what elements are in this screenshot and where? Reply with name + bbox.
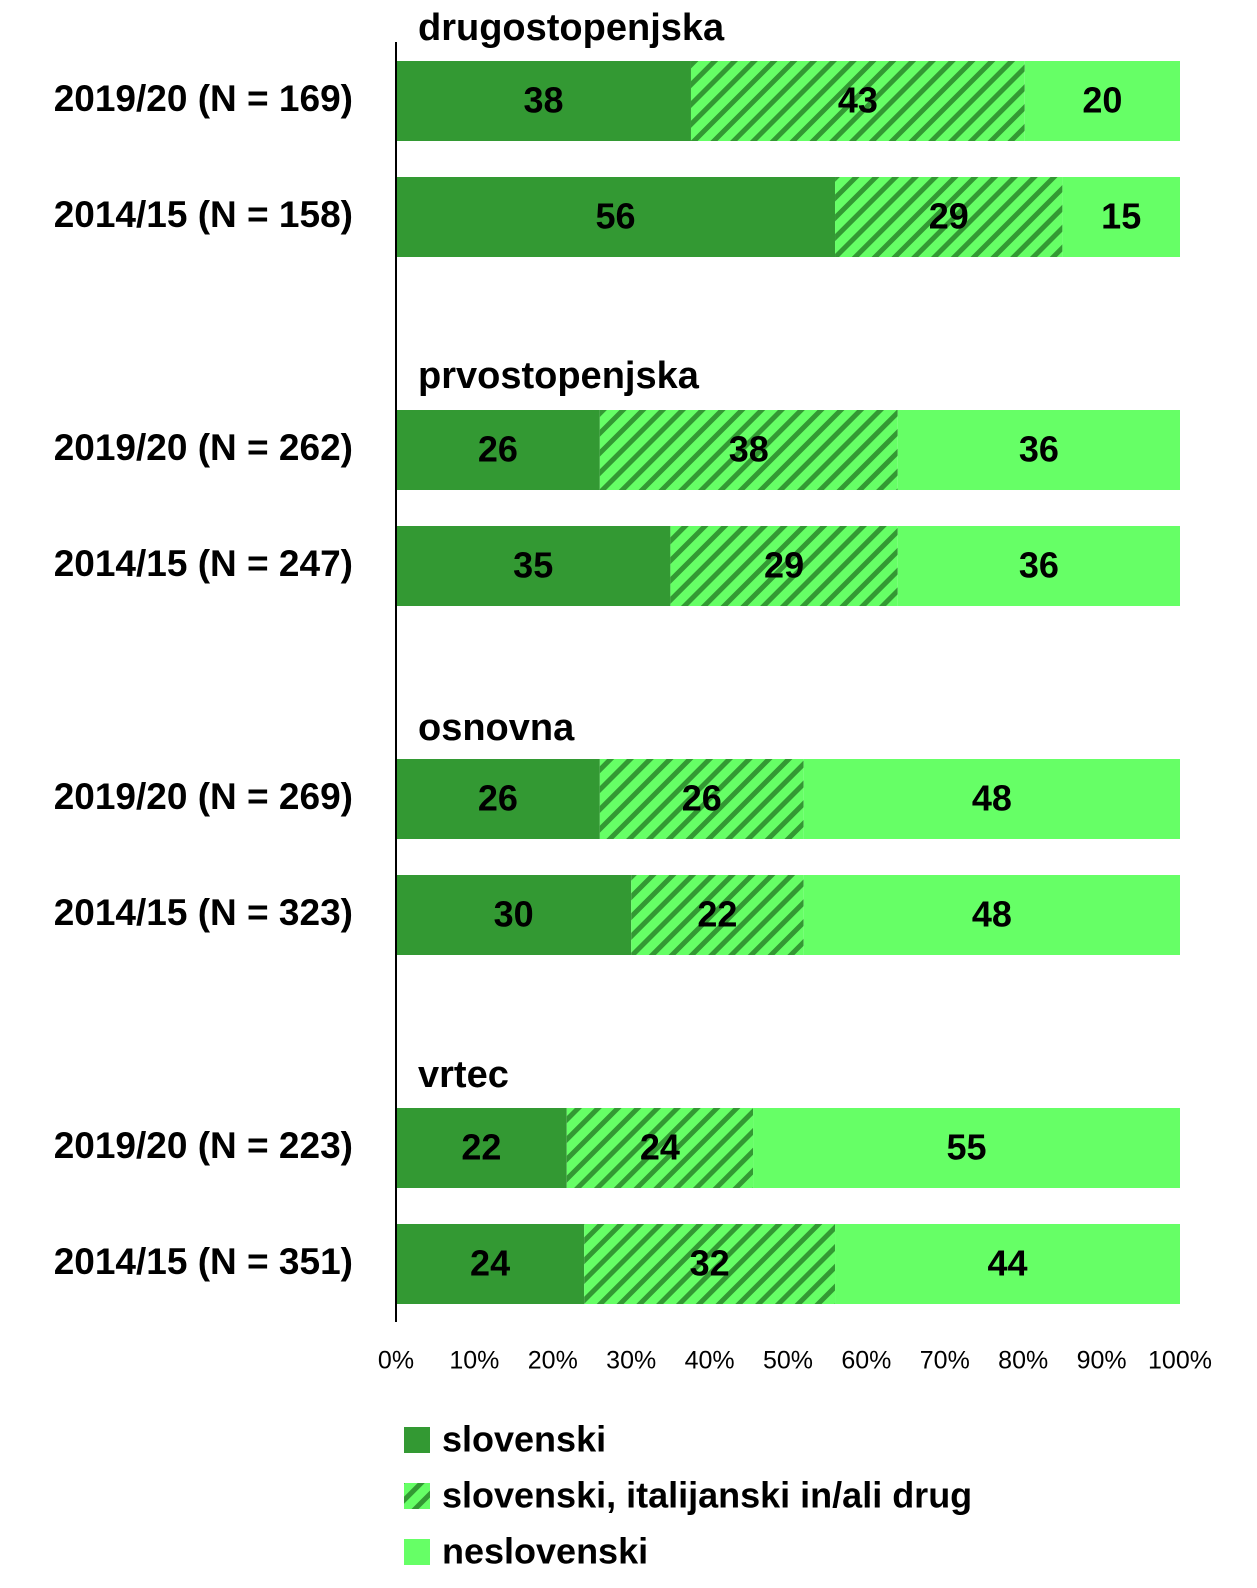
data-label: 48 [972, 894, 1012, 935]
data-label: 36 [1019, 545, 1059, 586]
bar-segment [599, 759, 804, 839]
data-label: 22 [697, 894, 737, 935]
legend-swatch [404, 1539, 430, 1565]
bar-segment [396, 1108, 567, 1188]
x-tick-label: 60% [841, 1347, 891, 1375]
bar-segment [803, 759, 1180, 839]
data-label: 24 [640, 1127, 680, 1168]
y-tick-label: 2014/15 (N = 158) [54, 194, 353, 235]
x-tick-label: 10% [449, 1347, 499, 1375]
y-tick-label: 2019/20 (N = 223) [54, 1125, 353, 1166]
data-label: 36 [1019, 429, 1059, 470]
bar-segment [396, 875, 632, 955]
bar-segment [753, 1108, 1180, 1188]
x-tick-label: 80% [998, 1347, 1048, 1375]
bar-segment [835, 177, 1063, 257]
bar-segment [1062, 177, 1180, 257]
data-label: 29 [929, 196, 969, 237]
y-tick-label: 2019/20 (N = 262) [54, 427, 353, 468]
data-label: 26 [478, 778, 518, 819]
group-title: osnovna [418, 707, 575, 749]
bar-segment [396, 61, 691, 141]
y-tick-label: 2019/20 (N = 169) [54, 78, 353, 119]
legend-label: slovenski, italijanski in/ali drug [442, 1475, 972, 1516]
bar-segment [690, 61, 1025, 141]
y-tick-label: 2019/20 (N = 269) [54, 776, 353, 817]
data-label: 26 [478, 429, 518, 470]
bar-segment [803, 875, 1180, 955]
bar-segment [835, 1224, 1180, 1304]
group-title: drugostopenjska [418, 7, 725, 49]
data-label: 55 [947, 1127, 987, 1168]
y-tick-label: 2014/15 (N = 351) [54, 1241, 353, 1282]
legend-label: neslovenski [442, 1531, 648, 1572]
bar-segment [396, 410, 600, 490]
bar-segment [1024, 61, 1180, 141]
bar-segment [599, 410, 898, 490]
data-label: 35 [513, 545, 553, 586]
y-tick-label: 2014/15 (N = 247) [54, 543, 353, 584]
legend-swatch [404, 1483, 430, 1509]
bar-segment [396, 177, 836, 257]
bar-segment [897, 526, 1180, 606]
group-title: vrtec [418, 1054, 509, 1096]
data-label: 38 [729, 429, 769, 470]
bar-segment [584, 1224, 836, 1304]
bar-segment [396, 526, 671, 606]
x-tick-label: 40% [685, 1347, 735, 1375]
data-label: 38 [523, 80, 563, 121]
data-label: 26 [682, 778, 722, 819]
x-tick-label: 90% [1077, 1347, 1127, 1375]
bar-segment [396, 759, 600, 839]
data-label: 29 [764, 545, 804, 586]
bar-segment [396, 1224, 585, 1304]
group-title: prvostopenjska [418, 355, 700, 397]
data-label: 32 [690, 1243, 730, 1284]
data-label: 30 [494, 894, 534, 935]
x-tick-label: 0% [378, 1347, 414, 1375]
data-label: 24 [470, 1243, 510, 1284]
bar-segment [670, 526, 898, 606]
legend-swatch [404, 1427, 430, 1453]
legend-label: slovenski [442, 1419, 606, 1460]
bar-segment [631, 875, 804, 955]
x-tick-label: 20% [528, 1347, 578, 1375]
data-label: 44 [987, 1243, 1027, 1284]
x-tick-label: 30% [606, 1347, 656, 1375]
x-tick-label: 50% [763, 1347, 813, 1375]
data-label: 56 [595, 196, 635, 237]
data-label: 43 [838, 80, 878, 121]
bar-segment [566, 1108, 754, 1188]
data-label: 22 [461, 1127, 501, 1168]
bar-segment [897, 410, 1180, 490]
data-label: 48 [972, 778, 1012, 819]
data-label: 15 [1101, 196, 1141, 237]
data-label: 20 [1082, 80, 1122, 121]
y-tick-label: 2014/15 (N = 323) [54, 892, 353, 933]
x-tick-label: 100% [1148, 1347, 1212, 1375]
x-tick-label: 70% [920, 1347, 970, 1375]
